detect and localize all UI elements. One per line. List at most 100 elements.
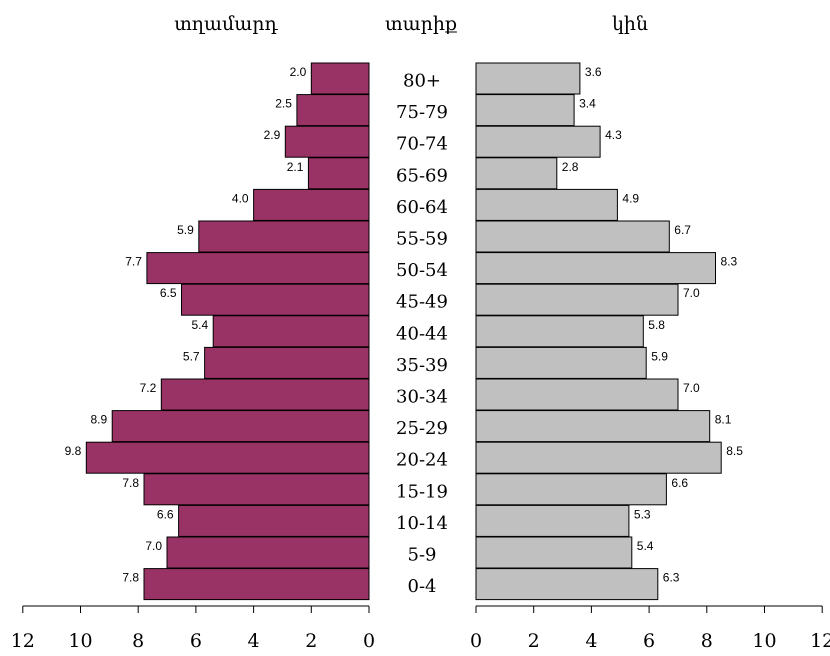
female-value-label: 8.5 — [726, 444, 743, 458]
age-group-label: 5-9 — [408, 545, 437, 566]
female-bar — [475, 283, 679, 316]
age-group-label: 35-39 — [396, 355, 448, 376]
age-group-label: 30-34 — [396, 387, 448, 408]
female-bar — [475, 346, 647, 379]
age-group-label: 60-64 — [396, 197, 448, 218]
female-value-label: 2.8 — [562, 160, 579, 174]
age-group-label: 65-69 — [396, 165, 448, 186]
female-bar — [475, 473, 667, 506]
female-bar — [475, 568, 659, 601]
female-value-label: 7.0 — [683, 286, 700, 300]
female-value-label: 7.0 — [683, 381, 700, 395]
male-bar — [178, 504, 370, 537]
male-bar — [160, 378, 370, 411]
age-group-label: 25-29 — [396, 418, 448, 439]
female-bar — [475, 252, 716, 285]
male-bar — [307, 157, 370, 190]
male-bar — [253, 188, 370, 221]
male-value-label: 6.5 — [160, 286, 177, 300]
age-group-label: 0-4 — [408, 576, 437, 597]
male-value-label: 4.0 — [232, 191, 249, 205]
female-value-label: 8.1 — [715, 413, 732, 427]
female-bar — [475, 504, 630, 537]
male-value-label: 2.0 — [290, 65, 307, 79]
female-value-label: 5.8 — [648, 318, 665, 332]
age-group-label: 15-19 — [396, 481, 448, 502]
male-tick-label: 8 — [132, 630, 144, 652]
female-tick-label: 6 — [643, 630, 655, 652]
female-value-label: 6.6 — [671, 476, 688, 490]
female-tick-label: 10 — [752, 630, 776, 652]
female-tick-label: 8 — [701, 630, 713, 652]
male-value-label: 2.5 — [275, 97, 292, 111]
male-value-label: 8.9 — [91, 413, 108, 427]
male-value-label: 5.7 — [183, 349, 200, 363]
female-tick-label: 12 — [810, 630, 830, 652]
male-bar — [146, 252, 370, 285]
female-tick-label: 2 — [528, 630, 540, 652]
age-group-label: 40-44 — [396, 323, 448, 344]
male-bar — [284, 125, 370, 158]
age-group-label: 10-14 — [396, 513, 448, 534]
male-header: տղամարդ — [174, 13, 278, 35]
age-header: տարիք — [385, 13, 457, 35]
male-tick-label: 6 — [190, 630, 202, 652]
female-value-label: 5.4 — [637, 539, 654, 553]
female-tick-label: 4 — [585, 630, 597, 652]
male-bar — [181, 283, 370, 316]
female-value-label: 4.9 — [622, 191, 639, 205]
male-value-label: 9.8 — [65, 444, 82, 458]
age-group-label: 20-24 — [396, 450, 448, 471]
female-bar — [475, 157, 558, 190]
male-bar — [111, 410, 370, 443]
age-group-label: 75-79 — [396, 102, 448, 123]
male-value-label: 5.4 — [192, 318, 209, 332]
male-value-label: 7.8 — [122, 476, 139, 490]
male-value-label: 2.9 — [264, 128, 281, 142]
female-bar — [475, 94, 575, 127]
value-labels-layer: 2.0 3.6 2.5 3.4 2.9 4.3 2.1 2.8 4.0 4.9 5.9 6.7 7.7 8… — [65, 65, 744, 585]
female-value-label: 8.3 — [721, 255, 738, 269]
female-header: կին — [612, 13, 648, 35]
female-value-label: 6.7 — [674, 223, 691, 237]
age-labels-layer: 80+ 75-79 70-74 65-69 60-64 55-59 50-54 45-49 40… — [396, 71, 448, 598]
male-bar — [143, 473, 370, 506]
female-value-label: 6.3 — [663, 571, 680, 585]
male-value-label: 6.6 — [157, 507, 174, 521]
age-group-label: 80+ — [403, 71, 441, 92]
male-value-label: 7.8 — [122, 571, 139, 585]
male-value-label: 7.2 — [140, 381, 157, 395]
male-value-label: 2.1 — [287, 160, 304, 174]
male-tick-label: 0 — [363, 630, 375, 652]
age-group-label: 50-54 — [396, 260, 448, 281]
male-bar — [310, 62, 370, 95]
female-tick-label: 0 — [470, 630, 482, 652]
female-value-label: 5.3 — [634, 507, 651, 521]
male-value-label: 5.9 — [177, 223, 194, 237]
female-value-label: 5.9 — [651, 349, 668, 363]
female-value-label: 3.6 — [585, 65, 602, 79]
female-value-label: 3.4 — [579, 97, 596, 111]
female-bar — [475, 441, 722, 474]
male-tick-label: 10 — [68, 630, 92, 652]
female-bar — [475, 62, 581, 95]
male-bar — [166, 536, 370, 569]
female-bar — [475, 410, 711, 443]
male-bar — [143, 568, 370, 601]
male-bar — [212, 315, 370, 348]
male-tick-label: 12 — [11, 630, 35, 652]
female-bar — [475, 315, 644, 348]
bars-layer — [85, 62, 722, 601]
female-bar — [475, 378, 679, 411]
male-value-label: 7.7 — [125, 255, 142, 269]
female-value-label: 4.3 — [605, 128, 622, 142]
female-bar — [475, 536, 633, 569]
male-bar — [296, 94, 370, 127]
age-group-label: 45-49 — [396, 292, 448, 313]
male-bar — [85, 441, 370, 474]
female-bar — [475, 220, 670, 253]
female-bar — [475, 188, 618, 221]
age-group-label: 70-74 — [396, 134, 448, 155]
male-value-label: 7.0 — [145, 539, 162, 553]
